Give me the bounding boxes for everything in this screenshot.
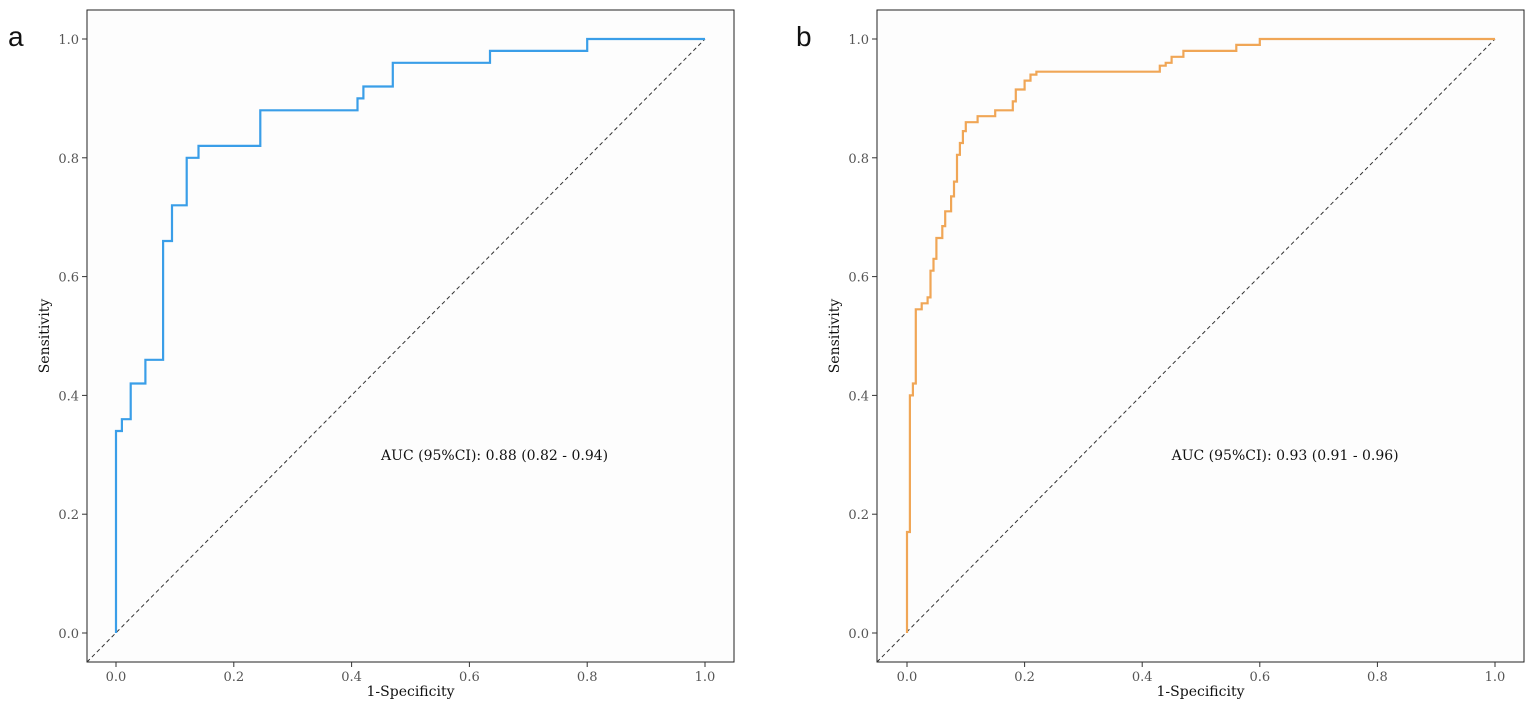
y-tick-label: 0.6 (848, 271, 869, 286)
roc-curve (114, 37, 705, 633)
auc-annotation: AUC (95%CI): 0.93 (0.91 - 0.96) (1171, 448, 1399, 464)
reference-diagonal (876, 38, 1496, 663)
y-tick-label: 0.4 (848, 389, 869, 404)
y-tick-label: 1.0 (58, 33, 79, 48)
x-tick-label: 0.8 (577, 670, 598, 685)
auc-annotation: AUC (95%CI): 0.88 (0.82 - 0.94) (380, 448, 608, 464)
x-tick-label: 0.6 (459, 670, 480, 685)
y-tick-label: 1.0 (848, 33, 869, 48)
panel-label: b (796, 21, 812, 52)
x-tick-label: 0.2 (223, 670, 244, 685)
panel-b: 0.0 0.2 0.4 0.6 0.8 1.0 0.0 0.2 0.4 0.6 0.8 1.0 1-Sp… (796, 9, 1525, 700)
x-tick-label: 0.0 (897, 670, 918, 685)
y-axis-label: Sensitivity (37, 299, 53, 374)
y-tick-label: 0.8 (848, 152, 869, 167)
panel-label: a (8, 21, 24, 52)
y-tick-label: 0.0 (848, 627, 869, 642)
y-tick-label: 0.2 (58, 508, 79, 523)
y-axis-label: Sensitivity (827, 299, 843, 374)
y-tick-label: 0.6 (58, 271, 79, 286)
x-tick-label: 0.4 (341, 670, 362, 685)
roc-curve (905, 37, 1495, 633)
x-tick-label: 0.2 (1014, 670, 1035, 685)
x-axis-label: 1-Specificity (367, 684, 455, 700)
x-tick-label: 0.4 (1132, 670, 1153, 685)
x-tick-label: 0.0 (106, 670, 127, 685)
y-tick-label: 0.4 (58, 389, 79, 404)
y-tick-label: 0.2 (848, 508, 869, 523)
x-tick-label: 0.6 (1249, 670, 1270, 685)
x-tick-label: 0.8 (1367, 670, 1388, 685)
x-axis-label: 1-Specificity (1157, 684, 1245, 700)
reference-diagonal (86, 38, 706, 663)
x-tick-label: 1.0 (695, 670, 716, 685)
y-tick-label: 0.8 (58, 152, 79, 167)
y-tick-label: 0.0 (58, 627, 79, 642)
x-tick-label: 1.0 (1485, 670, 1506, 685)
panel-a: 0.0 0.2 0.4 0.6 0.8 1.0 0.0 0.2 0.4 0.6 0.8 1.0 1-Sp… (8, 9, 735, 700)
